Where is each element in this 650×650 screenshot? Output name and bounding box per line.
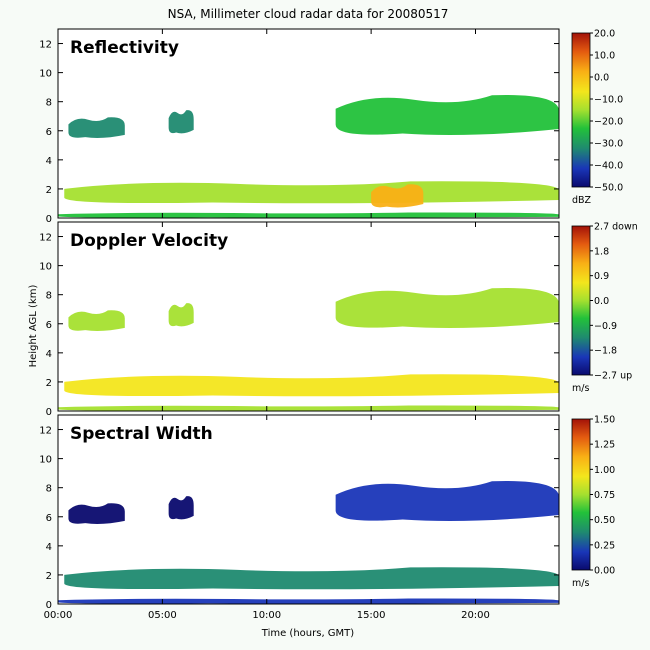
- y-tick-label: 12: [39, 426, 52, 437]
- y-tick-label: 6: [46, 320, 52, 331]
- colorbar-tick-label: 0.25: [594, 540, 615, 551]
- panel-2: 0 2 4 6 8 10 12 Doppler Velocity 2.7 down 1.8 0.9 0…: [39, 221, 638, 418]
- colorbar-unit: m/s: [572, 578, 589, 589]
- x-tick-label: 00:00: [44, 610, 73, 621]
- colorbar-tick-label: 0.0: [594, 296, 609, 307]
- colorbar-tick-label: −40.0: [594, 161, 623, 172]
- echo-layer: [68, 117, 125, 138]
- y-tick-label: 4: [46, 349, 52, 360]
- plot-frame: [57, 221, 560, 412]
- y-tick-label: 0: [46, 214, 52, 225]
- echo-layer: [168, 496, 194, 520]
- y-axis-label: Height AGL (km): [28, 285, 39, 368]
- y-tick-label: 12: [39, 40, 52, 51]
- colorbar-tick-label: −20.0: [594, 117, 623, 128]
- plot-frame: [57, 414, 560, 605]
- echo-layer: [335, 480, 559, 522]
- x-tick-label: 15:00: [357, 610, 386, 621]
- panel-title: Reflectivity: [70, 38, 179, 58]
- colorbar: [571, 418, 591, 571]
- figure-title: NSA, Millimeter cloud radar data for 200…: [168, 7, 449, 21]
- colorbar-tick-label: 0.75: [594, 490, 615, 501]
- colorbar-tick-label: 2.7 down: [594, 222, 638, 233]
- colorbar-tick-label: 20.0: [594, 29, 615, 40]
- colorbar-tick-label: −1.8: [594, 346, 617, 357]
- colorbar-unit: dBZ: [572, 195, 592, 206]
- colorbar-tick-label: 0.9: [594, 271, 609, 282]
- y-tick-label: 12: [39, 233, 52, 244]
- echo-layer: [64, 181, 559, 204]
- colorbar-tick-label: −50.0: [594, 183, 623, 194]
- colorbar-tick-label: 0.00: [594, 566, 615, 577]
- y-tick-label: 2: [46, 185, 52, 196]
- echo-layer: [64, 374, 559, 397]
- echo-layer: [58, 405, 559, 411]
- echo-layer: [64, 567, 559, 590]
- echo-layer: [335, 94, 559, 136]
- y-tick-label: 10: [39, 69, 52, 80]
- colorbar: [571, 225, 591, 376]
- colorbar-unit: m/s: [572, 383, 589, 394]
- colorbar-tick-label: −10.0: [594, 95, 623, 106]
- echo-layer: [335, 287, 559, 329]
- y-tick-label: 8: [46, 291, 52, 302]
- y-tick-label: 2: [46, 571, 52, 582]
- echo-layer: [58, 212, 559, 218]
- panel-title: Doppler Velocity: [70, 231, 228, 251]
- y-tick-label: 0: [46, 407, 52, 418]
- echo-layer: [371, 184, 424, 208]
- colorbar-tick-label: −2.7 up: [594, 371, 632, 382]
- y-tick-label: 8: [46, 484, 52, 495]
- panel-3: 0 2 4 6 8 10 12 00:00 05:00 10:00 15:00 20:00 Spectr…: [39, 414, 615, 621]
- y-tick-label: 2: [46, 378, 52, 389]
- colorbar-tick-label: −30.0: [594, 139, 623, 150]
- colorbar: [571, 32, 591, 188]
- x-axis-label: Time (hours, GMT): [261, 628, 355, 639]
- echo-layer: [58, 598, 559, 604]
- y-tick-label: 6: [46, 127, 52, 138]
- colorbar-tick-label: 1.25: [594, 440, 615, 451]
- panel-title: Spectral Width: [70, 424, 213, 444]
- y-tick-label: 4: [46, 156, 52, 167]
- echo-layer: [168, 303, 194, 327]
- x-tick-label: 20:00: [461, 610, 490, 621]
- colorbar-tick-label: 1.00: [594, 465, 615, 476]
- colorbar-tick-label: 1.8: [594, 246, 609, 257]
- y-tick-label: 10: [39, 455, 52, 466]
- colorbar-tick-label: 0.50: [594, 515, 615, 526]
- panel-1: 0 2 4 6 8 10 12 Reflectivity 20.0 10.0 0.0 −10.0 −20…: [39, 28, 623, 225]
- y-tick-label: 4: [46, 542, 52, 553]
- echo-layer: [68, 503, 125, 524]
- y-tick-label: 10: [39, 262, 52, 273]
- x-tick-label: 10:00: [252, 610, 281, 621]
- x-tick-label: 05:00: [148, 610, 177, 621]
- colorbar-tick-label: 0.0: [594, 73, 609, 84]
- colorbar-tick-label: 10.0: [594, 51, 615, 62]
- y-tick-label: 8: [46, 98, 52, 109]
- plot-frame: [57, 28, 560, 219]
- colorbar-tick-label: 1.50: [594, 415, 615, 426]
- echo-layer: [68, 310, 125, 331]
- echo-layer: [168, 110, 194, 134]
- colorbar-tick-label: −0.9: [594, 321, 617, 332]
- y-tick-label: 0: [46, 600, 52, 611]
- y-tick-label: 6: [46, 513, 52, 524]
